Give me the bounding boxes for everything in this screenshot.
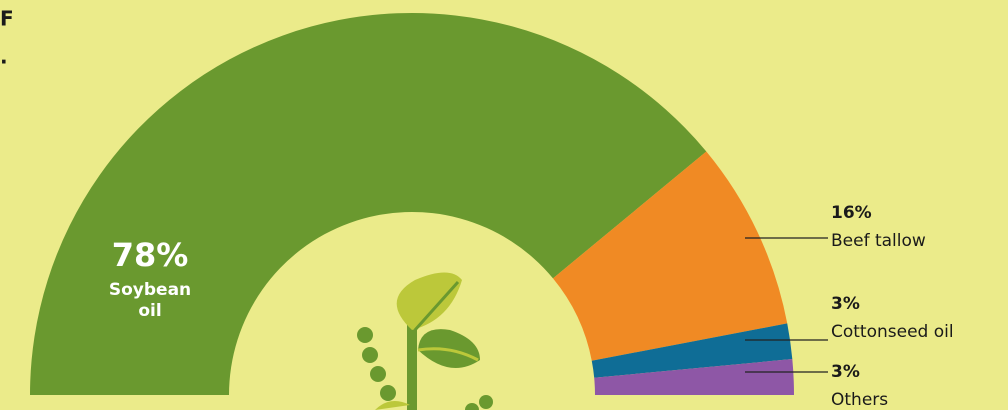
plant-illustration — [357, 272, 493, 410]
donut-segment — [30, 12, 707, 395]
donut-segment — [594, 359, 794, 395]
donut-segment — [553, 151, 788, 361]
value-label: 3% — [831, 362, 860, 382]
corner-text: . — [0, 45, 8, 69]
value-label: 3% — [831, 294, 860, 314]
value-label: 16% — [831, 203, 872, 223]
category-label: Beef tallow — [831, 231, 926, 251]
value-label: 78% — [111, 236, 189, 274]
category-label: Others — [831, 390, 888, 410]
corner-text: F — [0, 7, 14, 31]
category-label: Soybean oil — [108, 280, 192, 321]
donut-segment — [591, 323, 793, 378]
category-label: Cottonseed oil — [831, 322, 954, 342]
